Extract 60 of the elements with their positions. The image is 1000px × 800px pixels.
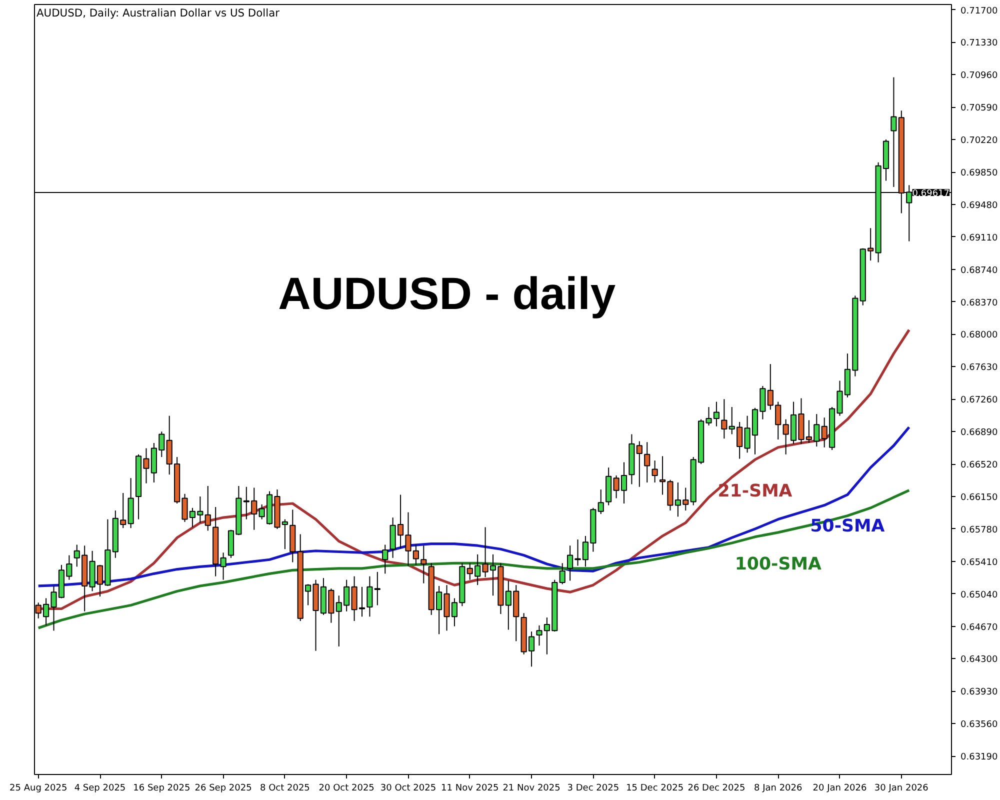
candlestick: [166, 415, 172, 476]
x-tick-label: 30 Oct 2025: [380, 784, 436, 794]
y-tick-label: 0.70590: [960, 104, 998, 114]
y-tick-label: 0.69110: [960, 233, 998, 244]
y-tick-label: 0.71700: [960, 6, 998, 16]
y-tick-label: 0.68740: [960, 266, 998, 276]
candlestick: [559, 562, 566, 585]
y-tick-label: 0.65780: [960, 525, 998, 536]
candlestick: [204, 485, 211, 532]
y-tick-label: 0.66150: [960, 492, 998, 503]
x-tick-label: 21 Nov 2025: [502, 784, 560, 794]
y-tick-label: 0.70220: [960, 136, 998, 146]
y-tick-label: 0.70960: [960, 71, 998, 82]
y-tick-label: 0.71330: [960, 38, 998, 49]
y-tick-label: 0.66520: [960, 460, 998, 471]
x-tick-label: 30 Jan 2026: [874, 784, 929, 794]
candlestick: [636, 440, 642, 488]
y-tick-label: 0.68370: [960, 298, 998, 308]
candlestick: [374, 571, 380, 606]
y-tick-label: 0.63560: [960, 720, 998, 730]
y-tick-label: 0.63930: [960, 688, 998, 698]
y-tick-label: 0.64300: [960, 655, 998, 666]
y-tick-label: 0.67630: [960, 363, 998, 374]
line-series: [37, 426, 910, 588]
candlestick: [220, 552, 226, 580]
candlestick: [420, 545, 427, 584]
y-tick-label: 0.69480: [960, 200, 998, 211]
candlestick: [382, 544, 388, 574]
ref-line-label: 0.69617: [912, 188, 950, 199]
candlestick: [598, 488, 604, 515]
candlestick: [644, 442, 650, 483]
candlestick: [890, 76, 897, 188]
x-tick-label: 8 Jan 2026: [754, 784, 803, 794]
x-tick-label: 3 Dec 2025: [567, 784, 620, 794]
series-label: 21-SMA: [718, 482, 793, 502]
series-label: 100-SMA: [734, 554, 822, 574]
x-tick-label: 15 Dec 2025: [626, 784, 684, 794]
x-tick-label: 11 Nov 2025: [441, 784, 499, 794]
candlestick: [721, 398, 728, 440]
series-label: 50-SMA: [810, 516, 886, 537]
y-tick-label: 0.69850: [960, 168, 998, 179]
x-tick-label: 20 Jan 2026: [812, 784, 868, 794]
x-tick-label: 16 Sep 2025: [133, 784, 190, 794]
x-tick-label: 4 Sep 2025: [74, 784, 126, 794]
y-tick-label: 0.65040: [960, 590, 998, 600]
y-tick-label: 0.64670: [960, 622, 998, 633]
candlestick: [366, 576, 373, 618]
candlestick: [652, 460, 658, 483]
chart-title: AUDUSD, Daily: Australian Dollar vs US Dollar: [36, 6, 280, 20]
x-tick-label: 26 Dec 2025: [688, 784, 746, 794]
y-tick-label: 0.67260: [960, 396, 998, 406]
y-tick-label: 0.65410: [960, 558, 998, 568]
x-tick-label: 8 Oct 2025: [260, 784, 310, 794]
y-tick-label: 0.68000: [960, 330, 998, 341]
x-tick-label: 20 Oct 2025: [318, 784, 374, 794]
annotation: AUDUSD - daily: [278, 268, 616, 319]
x-tick-label: 26 Sep 2025: [194, 784, 252, 794]
y-tick-label: 0.63190: [960, 752, 998, 763]
y-tick-label: 0.66890: [960, 428, 998, 438]
x-tick-label: 25 Aug 2025: [10, 784, 68, 794]
